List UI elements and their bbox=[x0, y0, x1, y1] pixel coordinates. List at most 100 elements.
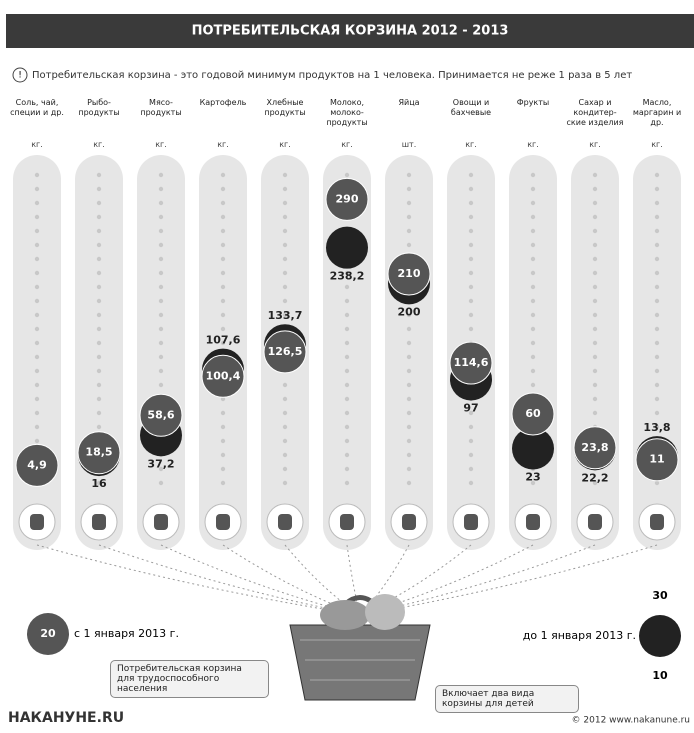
new-value-label: 23,8 bbox=[581, 441, 608, 454]
track-dot bbox=[159, 229, 163, 233]
track-dot bbox=[221, 285, 225, 289]
track-dot bbox=[469, 271, 473, 275]
basket-body bbox=[290, 625, 430, 700]
category-label: Сахар и кондитер-ские изделия bbox=[564, 98, 626, 128]
track-dot bbox=[531, 355, 535, 359]
track-dot bbox=[345, 285, 349, 289]
track-dot bbox=[469, 243, 473, 247]
track-dot bbox=[159, 271, 163, 275]
note: Потребительская корзина для трудоспособн… bbox=[110, 660, 269, 698]
track-dot bbox=[593, 341, 597, 345]
track-dot bbox=[345, 313, 349, 317]
unit-label: кг. bbox=[68, 140, 130, 149]
new-value-label: 126,5 bbox=[268, 345, 303, 358]
track-dot bbox=[593, 243, 597, 247]
old-value-label: 13,8 bbox=[643, 421, 670, 434]
track-dot bbox=[283, 439, 287, 443]
icon bbox=[92, 514, 106, 530]
column-track bbox=[385, 155, 433, 550]
track-dot bbox=[221, 229, 225, 233]
track-dot bbox=[407, 355, 411, 359]
track-dot bbox=[345, 327, 349, 331]
track-dot bbox=[283, 187, 287, 191]
track-dot bbox=[407, 229, 411, 233]
column-track bbox=[137, 155, 185, 550]
track-dot bbox=[97, 229, 101, 233]
track-dot bbox=[655, 355, 659, 359]
track-dot bbox=[221, 425, 225, 429]
track-dot bbox=[345, 369, 349, 373]
track-dot bbox=[35, 383, 39, 387]
track-dot bbox=[407, 173, 411, 177]
track-dot bbox=[655, 327, 659, 331]
track-dot bbox=[35, 355, 39, 359]
old-circle bbox=[326, 227, 368, 269]
track-dot bbox=[469, 187, 473, 191]
category-label: Яйца bbox=[378, 98, 440, 108]
column-track bbox=[633, 155, 681, 550]
track-dot bbox=[593, 313, 597, 317]
track-dot bbox=[283, 173, 287, 177]
track-dot bbox=[159, 201, 163, 205]
chart-title: ПОТРЕБИТЕЛЬСКАЯ КОРЗИНА 2012 - 2013 bbox=[192, 24, 509, 39]
unit-label: шт. bbox=[378, 140, 440, 149]
track-dot bbox=[221, 257, 225, 261]
track-dot bbox=[159, 257, 163, 261]
old-value-label: 107,6 bbox=[206, 334, 241, 347]
track-dot bbox=[655, 187, 659, 191]
track-dot bbox=[655, 215, 659, 219]
track-dot bbox=[407, 467, 411, 471]
legend-label: до 1 января 2013 г. bbox=[523, 629, 636, 642]
legend-label: с 1 января 2013 г. bbox=[74, 627, 179, 640]
unit-label: кг. bbox=[440, 140, 502, 149]
track-dot bbox=[407, 411, 411, 415]
category-label: Масло, маргарин и др. bbox=[626, 98, 688, 128]
note: Включает два вида корзины для детей bbox=[435, 685, 579, 713]
track-dot bbox=[221, 187, 225, 191]
icon bbox=[154, 514, 168, 530]
track-dot bbox=[407, 327, 411, 331]
track-dot bbox=[35, 411, 39, 415]
track-dot bbox=[655, 257, 659, 261]
track-dot bbox=[345, 383, 349, 387]
track-dot bbox=[593, 173, 597, 177]
track-dot bbox=[407, 369, 411, 373]
unit-label: кг. bbox=[6, 140, 68, 149]
track-dot bbox=[97, 425, 101, 429]
track-dot bbox=[407, 397, 411, 401]
icon bbox=[464, 514, 478, 530]
track-dot bbox=[407, 341, 411, 345]
track-dot bbox=[469, 299, 473, 303]
track-dot bbox=[655, 313, 659, 317]
track-dot bbox=[221, 481, 225, 485]
category-label: Фрукты bbox=[502, 98, 564, 108]
track-dot bbox=[531, 369, 535, 373]
track-dot bbox=[531, 383, 535, 387]
old-value-label: 200 bbox=[398, 305, 421, 318]
unit-label: кг. bbox=[502, 140, 564, 149]
track-dot bbox=[407, 383, 411, 387]
track-dot bbox=[35, 201, 39, 205]
unit-label: кг. bbox=[130, 140, 192, 149]
column-track bbox=[571, 155, 619, 550]
column-track bbox=[75, 155, 123, 550]
track-dot bbox=[407, 425, 411, 429]
track-dot bbox=[531, 285, 535, 289]
track-dot bbox=[655, 369, 659, 373]
track-dot bbox=[35, 215, 39, 219]
track-dot bbox=[35, 425, 39, 429]
track-dot bbox=[593, 327, 597, 331]
track-dot bbox=[531, 215, 535, 219]
unit-label: кг. bbox=[626, 140, 688, 149]
track-dot bbox=[283, 257, 287, 261]
track-dot bbox=[159, 243, 163, 247]
track-dot bbox=[531, 173, 535, 177]
track-dot bbox=[655, 299, 659, 303]
track-dot bbox=[469, 439, 473, 443]
subtitle: Потребительская корзина - это годовой ми… bbox=[32, 70, 632, 81]
track-dot bbox=[159, 481, 163, 485]
legend-sample: 20 bbox=[40, 627, 56, 640]
category-label: Картофель bbox=[192, 98, 254, 108]
icon bbox=[650, 514, 664, 530]
track-dot bbox=[469, 481, 473, 485]
